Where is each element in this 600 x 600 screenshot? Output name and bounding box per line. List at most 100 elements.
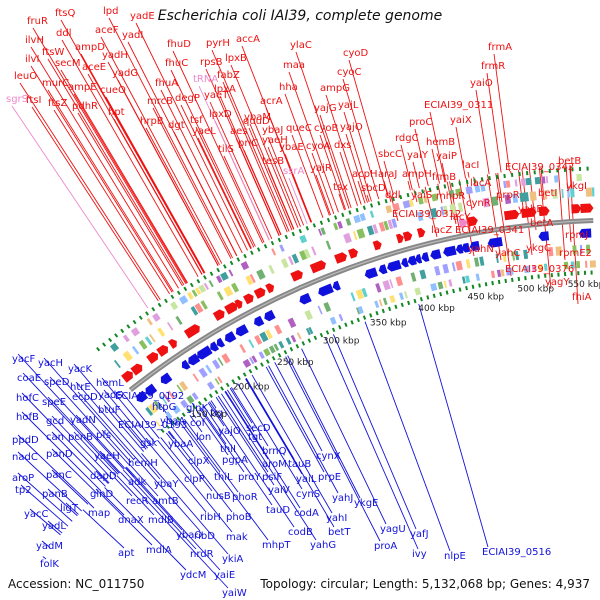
reverse-gene-arrow bbox=[469, 240, 481, 251]
cog-box bbox=[417, 196, 424, 205]
forward-gene-arrow bbox=[520, 207, 537, 219]
forward-gene-leader bbox=[105, 96, 206, 274]
scale-tick bbox=[432, 293, 436, 298]
cog-box bbox=[205, 364, 213, 374]
reverse-gene-label: glnK bbox=[186, 403, 208, 414]
forward-gene-arrow bbox=[334, 252, 347, 264]
reverse-gene-leader bbox=[99, 450, 121, 473]
forward-gene-leader bbox=[342, 78, 380, 200]
forward-gene-label: dxs bbox=[334, 140, 351, 151]
scale-tick bbox=[171, 420, 176, 425]
cog-box bbox=[490, 270, 496, 279]
forward-gene-arrow bbox=[580, 203, 594, 213]
forward-gene-label: ampH bbox=[402, 169, 432, 180]
scale-tick bbox=[192, 404, 197, 410]
reverse-gene-label: ecpD bbox=[72, 392, 98, 403]
reverse-gene-leader bbox=[51, 431, 106, 487]
reverse-gene-leader bbox=[43, 357, 135, 461]
cog-box bbox=[525, 177, 532, 186]
forward-gene-label: aceF bbox=[95, 25, 119, 36]
map-title: Escherichia coli IAI39, complete genome bbox=[157, 8, 443, 24]
reverse-gene-leader bbox=[418, 304, 489, 548]
cog-box bbox=[231, 282, 240, 293]
scale-tick bbox=[355, 207, 359, 213]
scale-tick bbox=[231, 379, 236, 384]
scale-tick bbox=[313, 335, 318, 341]
scale-tick bbox=[209, 393, 213, 398]
scale-tick bbox=[151, 306, 156, 312]
cog-box bbox=[299, 250, 308, 261]
forward-gene-leader bbox=[53, 109, 171, 295]
forward-gene-leader bbox=[152, 107, 232, 259]
reverse-gene-leader bbox=[51, 469, 89, 505]
forward-gene-label: aes bbox=[230, 126, 248, 137]
forward-gene-label: queC bbox=[286, 123, 312, 134]
reverse-gene-leader bbox=[101, 429, 132, 463]
forward-gene-label: lpxD bbox=[209, 109, 232, 120]
scale-tick bbox=[471, 284, 475, 289]
cog-box bbox=[359, 213, 367, 222]
cog-box bbox=[155, 420, 161, 427]
forward-gene-leader bbox=[211, 49, 290, 232]
reverse-gene-leader bbox=[128, 463, 159, 497]
forward-gene-label: rpmJ bbox=[565, 230, 588, 241]
scale-tick bbox=[181, 412, 186, 417]
scale-tick bbox=[325, 330, 330, 335]
forward-gene-leader bbox=[77, 112, 183, 287]
forward-gene-label: rdgC bbox=[395, 133, 419, 144]
scale-tick bbox=[421, 189, 425, 194]
forward-gene-leader bbox=[230, 64, 299, 228]
cog-box bbox=[146, 318, 153, 326]
cog-box bbox=[273, 343, 280, 352]
forward-gene-label: dgt bbox=[168, 120, 185, 131]
cog-box bbox=[361, 287, 368, 298]
reverse-gene-leader bbox=[114, 477, 133, 497]
forward-gene-leader bbox=[486, 72, 502, 173]
reverse-gene-leader bbox=[167, 431, 175, 440]
forward-gene-label: ftsI bbox=[26, 95, 41, 106]
reverse-gene-arrow bbox=[181, 359, 191, 370]
cog-box bbox=[480, 184, 486, 192]
cog-box bbox=[350, 292, 356, 302]
forward-gene-leader bbox=[180, 104, 252, 250]
cog-box bbox=[198, 284, 207, 294]
forward-gene-leader bbox=[366, 194, 370, 203]
reverse-gene-label: yahI bbox=[326, 513, 347, 524]
reverse-gene-label: psiF bbox=[262, 472, 282, 483]
cog-box bbox=[395, 276, 404, 287]
scale-tick bbox=[356, 317, 360, 323]
reverse-gene-leader bbox=[226, 389, 255, 433]
reverse-gene-label: ykgE bbox=[354, 498, 378, 509]
reverse-gene-arrow bbox=[401, 257, 409, 268]
cog-box bbox=[554, 175, 559, 183]
forward-gene-label: yahC bbox=[495, 248, 520, 259]
scale-tick bbox=[413, 191, 417, 196]
reverse-gene-leader bbox=[179, 422, 269, 541]
reverse-gene-arrow bbox=[487, 237, 503, 248]
forward-gene-label: ampD bbox=[75, 42, 105, 53]
scale-tick bbox=[504, 278, 508, 284]
scale-tick bbox=[298, 228, 302, 234]
reverse-gene-label: ybaO bbox=[176, 530, 202, 541]
reverse-gene-leader bbox=[82, 509, 125, 549]
cog-box bbox=[254, 334, 263, 345]
cog-box bbox=[495, 253, 499, 264]
reverse-gene-label: glnD bbox=[90, 489, 113, 500]
cog-box bbox=[402, 200, 411, 209]
reverse-gene-leader bbox=[47, 396, 120, 474]
forward-gene-label: yajG bbox=[314, 103, 337, 114]
cog-box bbox=[268, 264, 275, 275]
cog-box bbox=[355, 289, 365, 300]
scale-tick bbox=[170, 294, 175, 300]
cog-box bbox=[148, 403, 159, 414]
reverse-gene-label: codA bbox=[294, 508, 319, 519]
cog-box bbox=[552, 189, 558, 199]
cog-box bbox=[265, 329, 273, 340]
reverse-gene-leader bbox=[116, 475, 155, 516]
reverse-gene-label: htpG bbox=[152, 402, 176, 413]
reverse-gene-arrow bbox=[318, 283, 334, 297]
forward-gene-label: ybaE bbox=[279, 142, 304, 153]
reverse-gene-leader bbox=[42, 556, 47, 560]
reverse-gene-leader bbox=[220, 393, 317, 541]
cog-box bbox=[534, 176, 541, 185]
